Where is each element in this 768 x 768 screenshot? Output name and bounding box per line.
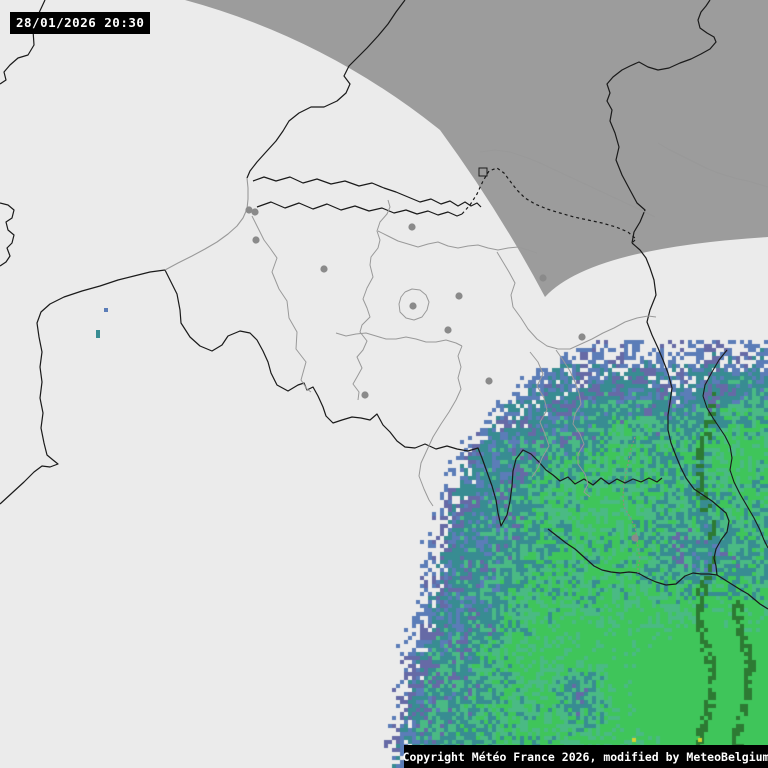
city-dot: [485, 377, 493, 385]
brussels-region-ring: [398, 288, 430, 321]
belgium-germany-border: [631, 242, 730, 576]
french-cape-coastline: [0, 202, 15, 267]
province-liege-luxembourg: [555, 349, 591, 498]
city-dot: [252, 236, 260, 244]
city-dot: [631, 534, 639, 542]
city-dot: [444, 326, 452, 334]
province-hainaut-namur: [418, 345, 463, 507]
belgium-netherlands-border: [461, 167, 637, 244]
city-dot: [251, 208, 259, 216]
dutch-zeeland-brabant-border: [479, 149, 656, 218]
province-antwerp-brabant: [377, 230, 538, 254]
city-dot: [539, 274, 547, 282]
province-west-east-flanders: [251, 215, 312, 393]
zeeland-coastline-north: [246, 0, 406, 179]
city-dot: [409, 302, 417, 310]
copyright-bar: Copyright Météo France 2026, modified by…: [403, 745, 768, 768]
city-dot: [245, 206, 253, 214]
france-belgium-border: [164, 269, 663, 527]
city-dot: [455, 292, 463, 300]
belgium-luxembourg-border: [622, 436, 641, 573]
baarle-enclave-outline: [478, 167, 488, 177]
dutch-limburg-border: [657, 142, 768, 188]
belgian-coastline: [164, 177, 249, 271]
city-dot: [320, 265, 328, 273]
province-liege-south: [496, 251, 657, 350]
province-east-flanders-brabant: [352, 199, 391, 401]
french-coastline: [0, 269, 166, 505]
german-river-line: [702, 349, 768, 549]
city-dot: [578, 333, 586, 341]
westerschelde-north-shore: [252, 176, 482, 208]
timestamp-badge: 28/01/2026 20:30: [10, 12, 151, 34]
city-dot: [408, 223, 416, 231]
westerschelde-south-shore: [256, 201, 463, 217]
city-dot: [361, 391, 369, 399]
france-luxembourg-germany-border: [547, 528, 768, 610]
province-namur-luxembourg: [529, 351, 550, 478]
province-flemish-walloon-brabant: [335, 332, 463, 347]
netherlands-germany-border: [606, 0, 717, 244]
